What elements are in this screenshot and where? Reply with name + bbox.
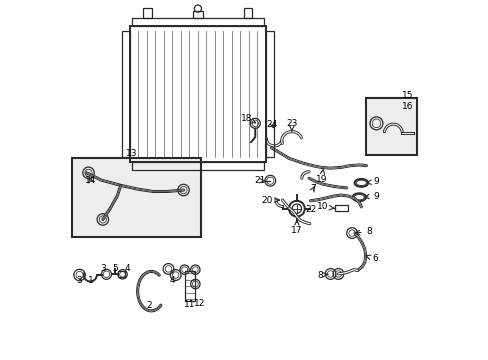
Bar	[129, 26, 265, 162]
Bar	[334, 206, 348, 211]
Text: 3: 3	[101, 265, 106, 274]
Text: 4: 4	[169, 276, 175, 285]
Bar	[192, 12, 203, 18]
Bar	[184, 271, 195, 301]
Text: 7: 7	[309, 184, 316, 193]
Text: 6: 6	[366, 255, 377, 264]
Bar	[118, 271, 124, 277]
Bar	[131, 18, 264, 26]
Text: 21: 21	[254, 176, 265, 185]
Bar	[131, 162, 264, 170]
Text: 4: 4	[124, 265, 129, 274]
Text: 12: 12	[194, 299, 205, 308]
Text: 11: 11	[184, 300, 195, 309]
Bar	[143, 8, 152, 18]
Bar	[122, 31, 129, 157]
Text: 16: 16	[401, 102, 412, 111]
Text: 2: 2	[146, 301, 152, 310]
Text: 8: 8	[355, 228, 371, 237]
Bar	[72, 158, 201, 237]
Text: 3: 3	[77, 276, 82, 285]
Bar	[265, 31, 273, 157]
Bar	[366, 98, 416, 155]
Text: 9: 9	[366, 177, 379, 186]
Text: 10: 10	[316, 202, 333, 211]
Text: 8: 8	[316, 270, 327, 279]
Text: 22: 22	[305, 205, 316, 214]
Text: 15: 15	[401, 91, 412, 100]
Bar	[244, 8, 252, 18]
Text: 13: 13	[125, 149, 137, 158]
Text: 14: 14	[84, 176, 96, 185]
Text: 18: 18	[240, 114, 255, 123]
Text: 23: 23	[285, 119, 297, 131]
Text: 19: 19	[315, 169, 326, 184]
Text: 5: 5	[112, 265, 118, 274]
Text: 17: 17	[290, 220, 302, 235]
Text: 20: 20	[261, 195, 279, 204]
Text: 1: 1	[88, 276, 94, 285]
Text: 24: 24	[266, 120, 278, 129]
Text: 9: 9	[364, 192, 379, 201]
